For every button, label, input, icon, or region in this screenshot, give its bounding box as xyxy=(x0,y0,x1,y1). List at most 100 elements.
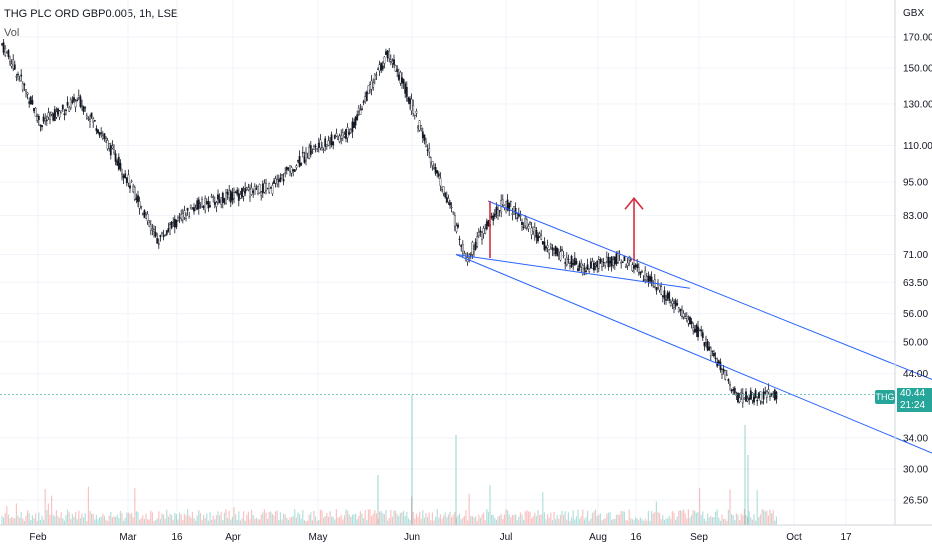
volume-bar xyxy=(171,514,173,525)
candle-body xyxy=(138,201,141,209)
candle-body xyxy=(521,222,523,225)
volume-bar xyxy=(89,510,91,525)
candle-body xyxy=(690,320,693,324)
volume-bar xyxy=(438,517,440,525)
volume-bar xyxy=(203,514,205,525)
volume-bar xyxy=(711,517,713,525)
volume-bar xyxy=(718,517,720,525)
volume-bar xyxy=(387,520,389,525)
candle-body xyxy=(329,141,331,144)
volume-bar xyxy=(310,512,312,525)
volume-bar xyxy=(566,519,568,525)
candle-body xyxy=(482,228,485,234)
candle-body xyxy=(28,101,31,104)
volume-bar xyxy=(748,511,750,525)
volume-bar xyxy=(550,512,552,525)
volume-bar xyxy=(716,509,718,525)
candle-body xyxy=(647,275,650,282)
candle-body xyxy=(481,232,483,240)
candle-body xyxy=(364,96,367,102)
volume-bar xyxy=(335,509,337,525)
volume-bar xyxy=(574,519,576,525)
candle-body xyxy=(447,197,450,203)
candle-body xyxy=(100,132,103,134)
volume-bar xyxy=(732,515,734,525)
candle-body xyxy=(412,104,415,114)
volume-bar xyxy=(311,520,313,525)
volume-bar xyxy=(433,520,435,525)
candle-body xyxy=(732,388,735,391)
volume-bar xyxy=(49,514,51,525)
candle-body xyxy=(359,109,362,115)
candle-body xyxy=(305,152,307,161)
volume-bar xyxy=(457,515,459,525)
candle-body xyxy=(669,302,672,306)
candle-body xyxy=(285,167,288,171)
candle-body xyxy=(343,134,346,137)
x-tick-label: 16 xyxy=(630,532,642,543)
volume-bar xyxy=(654,512,656,525)
candle-body xyxy=(453,215,456,227)
candle-body xyxy=(68,106,71,112)
volume-spike xyxy=(747,455,749,525)
candle-body xyxy=(700,329,703,332)
candle-body xyxy=(349,128,352,134)
candle-body xyxy=(722,369,725,372)
volume-bar xyxy=(415,513,417,525)
chart-legend: THG PLC ORD GBP0.005, 1h, LSE Vol xyxy=(4,7,178,40)
candle-body xyxy=(378,64,381,72)
volume-bar xyxy=(444,512,446,525)
candle-body xyxy=(186,207,189,211)
candle-body xyxy=(773,389,776,401)
candle-body xyxy=(239,194,242,199)
volume-bar xyxy=(323,517,325,525)
candle-body xyxy=(173,218,176,228)
candle-body xyxy=(9,61,11,64)
candle-body xyxy=(767,389,770,393)
candle-body xyxy=(84,107,87,109)
candle-body xyxy=(548,249,551,254)
volume-bar xyxy=(451,517,453,525)
volume-bar xyxy=(97,519,99,525)
candle-body xyxy=(497,209,499,216)
volume-bar xyxy=(294,509,296,525)
candle-body xyxy=(313,146,315,150)
candle-body xyxy=(218,199,221,204)
candle-body xyxy=(425,141,427,147)
candle-body xyxy=(492,215,495,221)
volume-bar xyxy=(46,510,48,525)
volume-bar xyxy=(380,511,382,525)
candle-body xyxy=(410,98,413,112)
candle-body xyxy=(201,199,203,207)
volume-bar xyxy=(545,519,547,525)
volume-bar xyxy=(391,516,393,525)
volume-bar xyxy=(579,518,581,525)
candle-body xyxy=(658,285,661,291)
volume-bar xyxy=(719,520,721,525)
candle-body xyxy=(193,207,195,212)
candle-body xyxy=(159,235,162,238)
candle-body xyxy=(721,369,723,375)
candle-body xyxy=(145,214,147,219)
volume-bar xyxy=(252,514,254,525)
volume-bar xyxy=(622,511,624,525)
candle-body xyxy=(473,249,475,252)
candle-body xyxy=(629,259,632,261)
volume-bar xyxy=(219,515,221,525)
volume-bar xyxy=(337,517,339,525)
volume-bar xyxy=(459,513,461,525)
volume-bar xyxy=(612,519,614,525)
candle-body xyxy=(284,172,287,175)
candle-body xyxy=(701,332,704,339)
volume-bar xyxy=(542,492,544,525)
volume-bar xyxy=(750,517,752,525)
volume-bar xyxy=(371,516,373,525)
volume-bar xyxy=(166,509,168,525)
candle-body xyxy=(626,262,629,267)
volume-bar xyxy=(332,516,334,525)
candle-body xyxy=(415,110,418,114)
candle-body xyxy=(223,197,226,203)
volume-bar xyxy=(147,519,149,525)
volume-bar xyxy=(497,516,499,525)
